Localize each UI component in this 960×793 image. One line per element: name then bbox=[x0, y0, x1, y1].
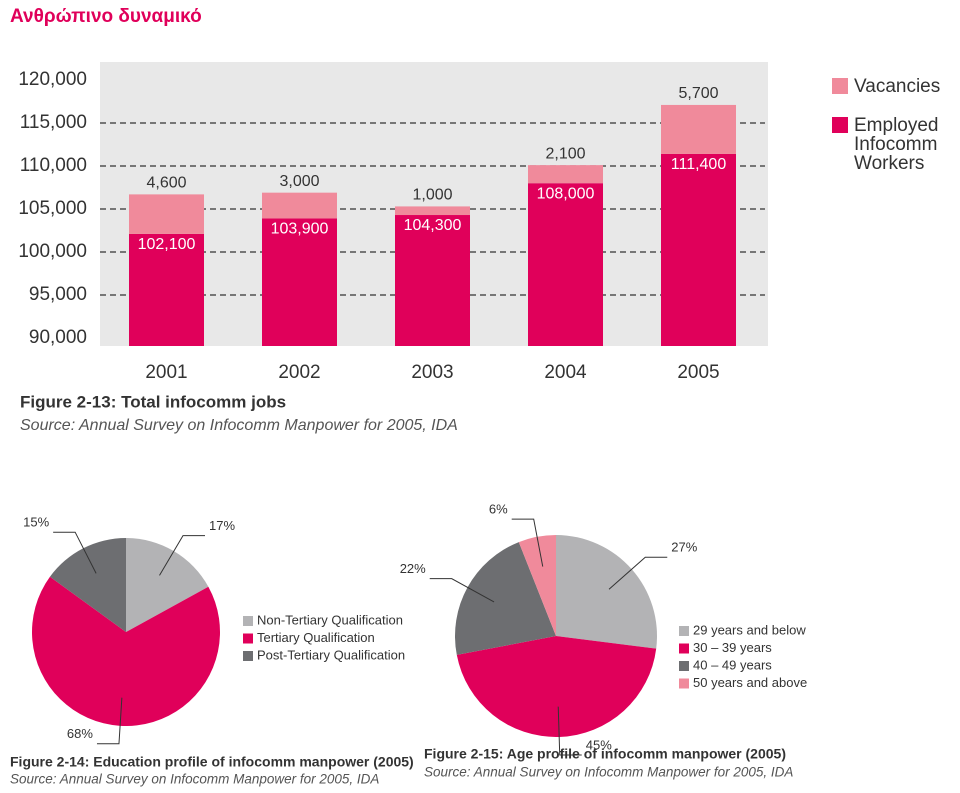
legend-swatch bbox=[679, 678, 689, 689]
pie-slice bbox=[455, 542, 556, 655]
legend-label: 30 – 39 years bbox=[693, 640, 772, 655]
pie-slice bbox=[126, 538, 209, 632]
y-tick-label: 120,000 bbox=[18, 69, 87, 90]
legend-label: Post-Tertiary Qualification bbox=[257, 647, 405, 662]
legend-label: Vacancies bbox=[854, 77, 941, 97]
bar-segment bbox=[661, 153, 736, 346]
pie-slice bbox=[456, 636, 657, 738]
pie-slice bbox=[518, 535, 556, 636]
legend-swatch bbox=[832, 78, 848, 94]
data-label: 108,000 bbox=[537, 185, 595, 202]
bar-segment bbox=[262, 218, 337, 346]
data-label: 6% bbox=[489, 502, 508, 517]
leader-line bbox=[429, 578, 495, 603]
bar-segment bbox=[395, 215, 470, 346]
bar-segment bbox=[395, 206, 470, 216]
figure-title: Figure 2-13: Total infocomm jobs bbox=[20, 392, 286, 411]
leader-line bbox=[557, 706, 582, 756]
data-label: 103,900 bbox=[271, 221, 329, 238]
y-tick-label: 95,000 bbox=[29, 284, 87, 305]
x-tick-label: 2001 bbox=[145, 362, 187, 383]
legend-swatch bbox=[679, 643, 689, 654]
pie-slice bbox=[32, 576, 221, 726]
legend-label: 40 – 49 years bbox=[693, 657, 772, 672]
x-tick-label: 2004 bbox=[544, 362, 587, 383]
pie-slice bbox=[49, 538, 126, 632]
x-tick-label: 2003 bbox=[411, 362, 453, 383]
leader-line bbox=[96, 697, 123, 745]
bar-segment bbox=[129, 194, 204, 234]
data-label: 45% bbox=[586, 737, 612, 752]
x-tick-label: 2002 bbox=[278, 362, 320, 383]
bar-segment bbox=[528, 165, 603, 184]
y-tick-label: 90,000 bbox=[29, 327, 87, 348]
legend-swatch bbox=[243, 651, 253, 661]
bar-segment bbox=[129, 233, 204, 346]
data-label: 1,000 bbox=[412, 187, 452, 204]
legend-label: 29 years and below bbox=[693, 622, 806, 637]
pie-slice bbox=[556, 535, 657, 649]
data-label: 17% bbox=[209, 518, 235, 533]
legend-swatch bbox=[679, 661, 689, 671]
data-label: 111,400 bbox=[671, 156, 727, 173]
legend-swatch bbox=[243, 616, 253, 626]
bar-segment bbox=[528, 183, 603, 346]
y-tick-label: 105,000 bbox=[18, 198, 87, 219]
data-label: 15% bbox=[23, 515, 49, 530]
data-label: 104,300 bbox=[404, 217, 462, 234]
legend-label: 50 years and above bbox=[693, 675, 807, 690]
legend-swatch bbox=[243, 633, 253, 644]
bar-segment bbox=[262, 192, 337, 219]
figure-source: Source: Annual Survey on Infocomm Manpow… bbox=[424, 765, 793, 780]
legend-label: Non-Tertiary Qualification bbox=[257, 612, 403, 627]
data-label: 5,700 bbox=[678, 85, 718, 102]
leader-line bbox=[159, 535, 206, 576]
data-label: 27% bbox=[671, 540, 697, 555]
figure-source: Source: Annual Survey on Infocomm Manpow… bbox=[10, 772, 379, 787]
data-label: 102,100 bbox=[138, 236, 196, 253]
y-tick-label: 110,000 bbox=[20, 155, 87, 176]
y-tick-label: 115,000 bbox=[20, 112, 87, 133]
data-label: 2,100 bbox=[545, 145, 585, 162]
figure-title: Figure 2-14: Education profile of infoco… bbox=[10, 754, 414, 770]
page-title: Ανθρώπινο δυναμικό bbox=[10, 6, 202, 27]
legend-label: Employed Infocomm Workers bbox=[854, 116, 939, 174]
legend-swatch bbox=[832, 117, 848, 133]
data-label: 4,600 bbox=[146, 175, 186, 192]
data-label: 3,000 bbox=[279, 173, 319, 190]
figure-source: Source: Annual Survey on Infocomm Manpow… bbox=[20, 417, 458, 434]
x-tick-label: 2005 bbox=[677, 362, 719, 383]
legend-entry: Employed Infocomm Workers bbox=[854, 116, 939, 174]
leader-line bbox=[53, 531, 97, 574]
leader-line bbox=[608, 556, 668, 590]
y-tick-label: 100,000 bbox=[18, 241, 87, 262]
leader-line bbox=[511, 518, 544, 567]
legend-label: Tertiary Qualification bbox=[257, 630, 375, 645]
bar-segment bbox=[661, 104, 736, 154]
data-label: 68% bbox=[67, 726, 93, 741]
figure-title: Figure 2-15: Age profile of infocomm man… bbox=[424, 746, 786, 762]
legend-swatch bbox=[679, 626, 689, 636]
data-label: 22% bbox=[400, 561, 426, 576]
legend-entry: Vacancies bbox=[854, 77, 941, 97]
